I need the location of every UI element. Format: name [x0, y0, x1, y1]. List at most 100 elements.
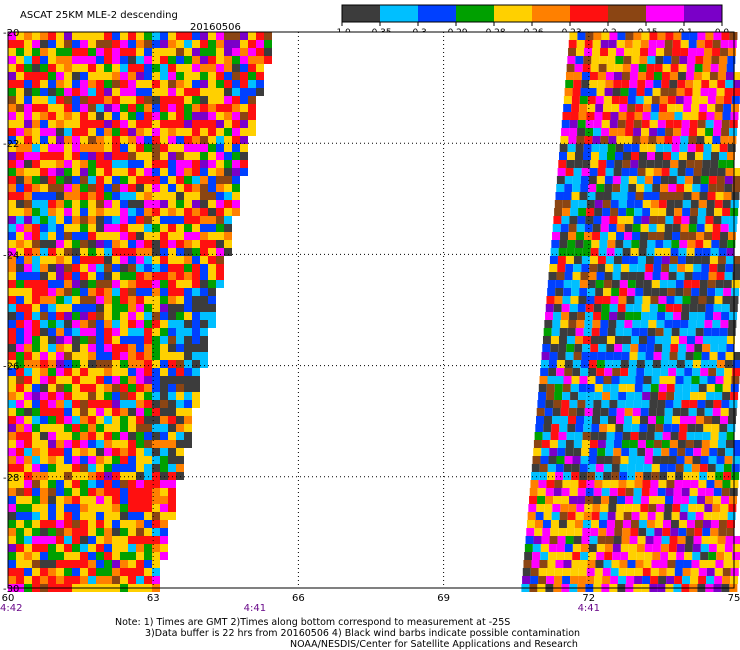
wind-cell [530, 480, 539, 488]
wind-cell [64, 224, 72, 232]
wind-cell [600, 136, 609, 144]
wind-cell [184, 248, 192, 256]
wind-cell [729, 312, 738, 320]
wind-cell [48, 176, 56, 184]
wind-cell [232, 208, 240, 216]
wind-cell [587, 192, 596, 200]
wind-cell [648, 40, 657, 48]
wind-cell [144, 352, 152, 360]
wind-cell [48, 272, 56, 280]
wind-cell [136, 464, 144, 472]
wind-cell [16, 536, 24, 544]
wind-cell [120, 64, 128, 72]
wind-cell [557, 448, 566, 456]
wind-cell [545, 312, 554, 320]
wind-cell [595, 288, 604, 296]
wind-cell [24, 368, 32, 376]
wind-cell [8, 568, 16, 576]
wind-cell [619, 464, 628, 472]
wind-cell [152, 128, 160, 136]
wind-cell [720, 224, 729, 232]
wind-cell [598, 160, 607, 168]
wind-cell [136, 264, 144, 272]
wind-cell [168, 344, 176, 352]
wind-cell [697, 312, 706, 320]
wind-cell [654, 160, 663, 168]
wind-cell [40, 88, 48, 96]
wind-cell [625, 32, 634, 40]
wind-cell [602, 392, 611, 400]
wind-cell [64, 160, 72, 168]
wind-cell [152, 160, 160, 168]
wind-cell [587, 472, 596, 480]
wind-cell [104, 272, 112, 280]
wind-cell [24, 576, 32, 584]
wind-cell [691, 104, 700, 112]
wind-cell [657, 304, 666, 312]
wind-cell [128, 496, 136, 504]
wind-cell [240, 56, 248, 64]
wind-cell [638, 528, 647, 536]
wind-cell [24, 440, 32, 448]
wind-cell [32, 240, 40, 248]
wind-cell [541, 536, 550, 544]
wind-cell [595, 96, 604, 104]
wind-cell [644, 456, 653, 464]
wind-cell [176, 88, 184, 96]
wind-cell [72, 72, 80, 80]
wind-cell [728, 416, 737, 424]
colorbar-swatch [684, 5, 723, 22]
wind-cell [144, 360, 152, 368]
wind-cell [642, 576, 651, 584]
wind-cell [608, 48, 617, 56]
wind-cell [160, 112, 168, 120]
wind-cell [72, 496, 80, 504]
wind-cell [208, 168, 216, 176]
wind-cell [525, 536, 534, 544]
wind-cell [64, 48, 72, 56]
wind-cell [670, 160, 679, 168]
wind-cell [80, 120, 88, 128]
wind-cell [679, 424, 688, 432]
wind-cell [128, 368, 136, 376]
wind-cell [582, 248, 591, 256]
wind-cell [589, 264, 598, 272]
wind-cell [128, 400, 136, 408]
wind-cell [595, 464, 604, 472]
wind-cell [563, 192, 572, 200]
wind-cell [8, 80, 16, 88]
wind-cell [648, 504, 657, 512]
wind-cell [72, 80, 80, 88]
wind-cell [726, 248, 735, 256]
wind-cell [48, 120, 56, 128]
wind-cell [643, 288, 652, 296]
wind-cell [168, 104, 176, 112]
wind-cell [264, 32, 272, 40]
wind-cell [144, 48, 152, 56]
wind-cell [120, 208, 128, 216]
wind-cell [232, 80, 240, 88]
wind-cell [48, 560, 56, 568]
wind-cell [96, 320, 104, 328]
wind-cell [192, 224, 200, 232]
wind-cell [613, 80, 622, 88]
wind-cell [176, 232, 184, 240]
wind-cell [666, 200, 675, 208]
wind-cell [672, 48, 681, 56]
wind-cell [611, 96, 620, 104]
wind-cell [128, 560, 136, 568]
wind-cell [256, 40, 264, 48]
wind-cell [184, 184, 192, 192]
wind-cell [626, 208, 635, 216]
wind-cell [120, 96, 128, 104]
wind-cell [192, 336, 200, 344]
wind-cell [232, 88, 240, 96]
wind-cell [40, 144, 48, 152]
wind-cell [104, 208, 112, 216]
wind-cell [120, 400, 128, 408]
wind-cell [48, 48, 56, 56]
wind-cell [666, 208, 675, 216]
wind-cell [585, 32, 594, 40]
wind-cell [703, 424, 712, 432]
wind-cell [144, 232, 152, 240]
